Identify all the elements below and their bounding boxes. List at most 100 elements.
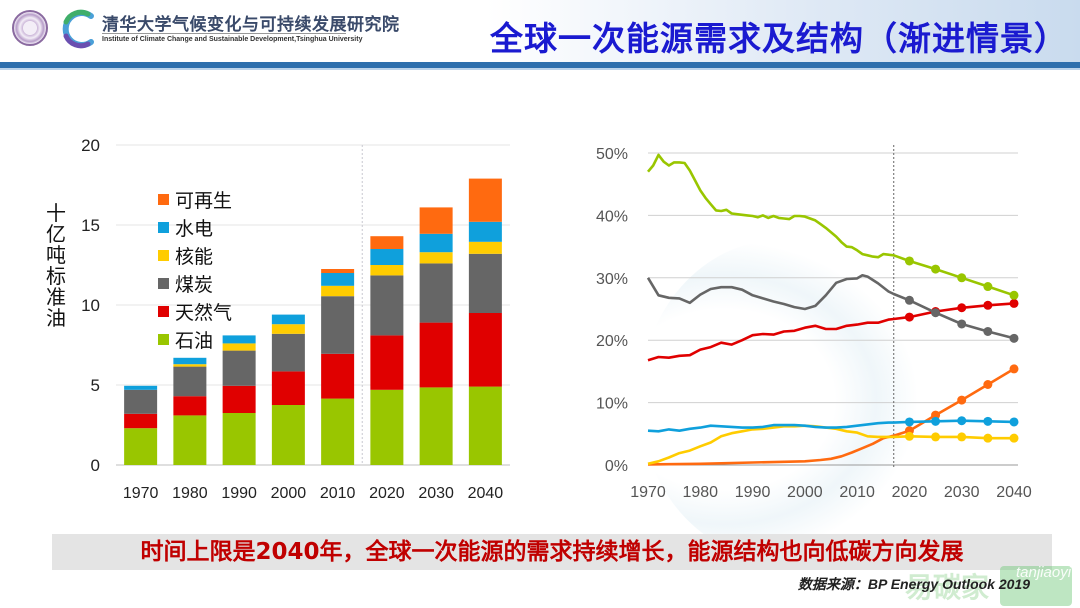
c-swirl-logo-icon bbox=[62, 9, 94, 49]
page-title: 全球一次能源需求及结构（渐进情景） bbox=[490, 19, 1068, 58]
line-marker-nuclear-2030 bbox=[957, 432, 967, 442]
line-series-hydro bbox=[647, 419, 1015, 433]
bar-segment-hydro-2000 bbox=[271, 314, 305, 325]
bar-segment-coal-1980 bbox=[173, 366, 207, 397]
line-marker-hydro-2025 bbox=[931, 416, 941, 426]
bar-segment-nuclear-2020 bbox=[370, 265, 404, 276]
bar-segment-hydro-1970 bbox=[124, 385, 158, 390]
bar-x-tick-label: 2010 bbox=[320, 485, 356, 502]
bar-y-tick-label: 15 bbox=[81, 216, 100, 235]
watermark-badge bbox=[1000, 566, 1072, 606]
bar-y-tick-label: 20 bbox=[81, 136, 100, 155]
institute-name-cn: 清华大学气候变化与可持续发展研究院 bbox=[102, 15, 400, 35]
bar-segment-nuclear-1990 bbox=[222, 343, 256, 351]
line-x-tick-label: 2030 bbox=[944, 484, 980, 501]
bar-y-tick-label: 0 bbox=[91, 456, 100, 475]
bar-segment-oil-2010 bbox=[321, 398, 355, 465]
bar-segment-gas-1990 bbox=[222, 385, 256, 413]
line-marker-gas-2040 bbox=[1009, 298, 1019, 308]
line-x-tick-label: 2010 bbox=[839, 484, 875, 501]
watermark-en: tanjiaoyi .com bbox=[1016, 564, 1080, 581]
bar-segment-oil-2040 bbox=[468, 386, 502, 465]
bar-y-axis-label-char: 油 bbox=[46, 306, 66, 330]
bar-segment-oil-2020 bbox=[370, 389, 404, 465]
bar-segment-hydro-2040 bbox=[468, 221, 502, 242]
line-marker-nuclear-2025 bbox=[931, 432, 941, 442]
bar-segment-coal-2030 bbox=[419, 263, 453, 323]
bar-segment-coal-2040 bbox=[468, 253, 502, 313]
bar-y-axis-label-char: 十 bbox=[46, 201, 66, 225]
line-y-tick-label: 10% bbox=[596, 396, 628, 413]
bar-segment-coal-2020 bbox=[370, 275, 404, 336]
line-marker-renewables-2035 bbox=[983, 380, 993, 390]
legend-swatch-nuclear bbox=[158, 250, 169, 261]
line-y-tick-label: 20% bbox=[596, 333, 628, 350]
bar-x-tick-label: 2040 bbox=[468, 485, 504, 502]
legend-swatch-coal bbox=[158, 278, 169, 289]
line-marker-coal-2035 bbox=[983, 326, 993, 336]
bar-segment-gas-2000 bbox=[271, 371, 305, 405]
bar-segment-gas-1980 bbox=[173, 396, 207, 416]
line-marker-nuclear-2035 bbox=[983, 433, 993, 443]
line-y-tick-label: 50% bbox=[596, 146, 628, 163]
line-marker-oil-2040 bbox=[1009, 290, 1019, 300]
bar-segment-oil-1990 bbox=[222, 413, 256, 465]
legend-swatch-renewables bbox=[158, 194, 169, 205]
legend-swatch-gas bbox=[158, 306, 169, 317]
institute-name-en: Institute of Climate Change and Sustaina… bbox=[102, 36, 363, 43]
bar-segment-hydro-2030 bbox=[419, 233, 453, 253]
bar-y-tick-label: 5 bbox=[91, 376, 100, 395]
line-x-tick-label: 1970 bbox=[630, 484, 666, 501]
line-marker-oil-2035 bbox=[983, 282, 993, 292]
bar-segment-oil-1980 bbox=[173, 415, 207, 465]
bar-segment-renewables-2020 bbox=[370, 236, 404, 249]
line-marker-coal-2020 bbox=[904, 295, 914, 305]
bar-x-tick-label: 1980 bbox=[172, 485, 208, 502]
bar-segment-gas-2040 bbox=[468, 313, 502, 387]
legend-label-hydro: 水电 bbox=[175, 218, 213, 240]
line-marker-coal-2025 bbox=[931, 308, 941, 318]
line-marker-oil-2020 bbox=[904, 256, 914, 266]
legend-swatch-hydro bbox=[158, 222, 169, 233]
line-y-tick-label: 30% bbox=[596, 271, 628, 288]
legend-label-gas: 天然气 bbox=[175, 302, 232, 324]
background-logo-watermark bbox=[640, 240, 920, 560]
line-marker-nuclear-2040 bbox=[1009, 433, 1019, 443]
legend-label-coal: 煤炭 bbox=[175, 274, 213, 296]
line-marker-hydro-2030 bbox=[957, 416, 967, 426]
header-divider-light bbox=[0, 68, 1080, 70]
line-series-gas bbox=[647, 302, 1015, 362]
bar-y-tick-label: 10 bbox=[81, 296, 100, 315]
line-marker-gas-2035 bbox=[983, 300, 993, 310]
bar-segment-oil-2030 bbox=[419, 387, 453, 465]
bar-segment-renewables-2040 bbox=[468, 178, 502, 222]
bar-segment-hydro-2010 bbox=[321, 273, 355, 286]
bar-x-tick-label: 1970 bbox=[123, 485, 159, 502]
line-y-tick-label: 40% bbox=[596, 208, 628, 225]
bar-segment-gas-2030 bbox=[419, 322, 453, 388]
bar-segment-coal-2010 bbox=[321, 296, 355, 354]
bar-segment-coal-1990 bbox=[222, 350, 256, 386]
bar-segment-coal-2000 bbox=[271, 333, 305, 372]
bar-segment-coal-1970 bbox=[124, 389, 158, 414]
line-x-tick-label: 2040 bbox=[996, 484, 1032, 501]
line-series-coal bbox=[646, 273, 1015, 340]
bar-segment-nuclear-2030 bbox=[419, 252, 453, 264]
institute-underline bbox=[102, 33, 346, 34]
line-series-renewables bbox=[647, 367, 1015, 466]
bar-x-tick-label: 2020 bbox=[369, 485, 405, 502]
bar-y-axis-label-char: 吨 bbox=[46, 243, 66, 267]
line-marker-nuclear-2020 bbox=[904, 431, 914, 441]
line-x-tick-label: 2000 bbox=[787, 484, 823, 501]
line-marker-gas-2030 bbox=[957, 303, 967, 313]
bar-segment-nuclear-2010 bbox=[321, 285, 355, 297]
line-x-tick-label: 2020 bbox=[892, 484, 928, 501]
bar-segment-oil-1970 bbox=[124, 428, 158, 465]
header-divider bbox=[0, 62, 1080, 68]
line-x-tick-label: 1990 bbox=[735, 484, 771, 501]
bar-segment-gas-2010 bbox=[321, 353, 355, 399]
line-marker-oil-2025 bbox=[931, 264, 941, 274]
legend-swatch-oil bbox=[158, 334, 169, 345]
bar-segment-hydro-1990 bbox=[222, 335, 256, 344]
